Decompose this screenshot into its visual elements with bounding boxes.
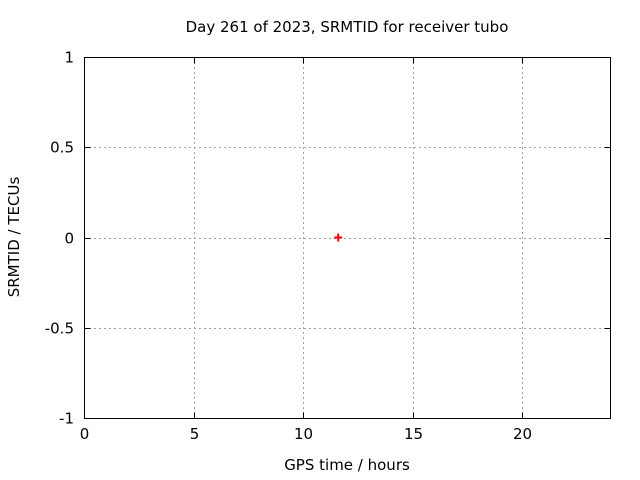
x-tick-label: 15: [404, 425, 423, 443]
x-tick-label: 20: [513, 425, 532, 443]
x-tick-label: 0: [80, 425, 90, 443]
x-tick-label: 5: [190, 425, 200, 443]
x-tick-label: 10: [294, 425, 313, 443]
y-tick-label: 1: [64, 49, 74, 67]
y-axis-label: SRMTID / TECUs: [5, 176, 23, 298]
y-tick-label: -1: [59, 410, 74, 428]
y-tick-label: -0.5: [45, 320, 74, 338]
y-tick-label: 0.5: [50, 139, 74, 157]
chart-title: Day 261 of 2023, SRMTID for receiver tub…: [185, 18, 509, 36]
plot-border: [84, 57, 611, 419]
y-tick-label: 0: [64, 230, 74, 248]
x-axis-label: GPS time / hours: [284, 456, 410, 474]
